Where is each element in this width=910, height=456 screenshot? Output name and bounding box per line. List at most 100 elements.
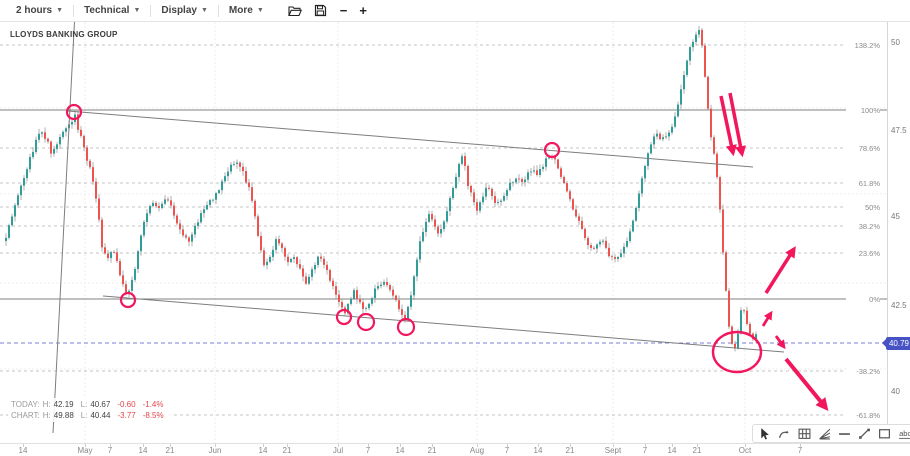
menu-label: 2 hours: [16, 5, 53, 16]
axis-tick: [110, 444, 111, 447]
fib-level-label: 38.2%: [846, 222, 880, 231]
menu-label: More: [228, 5, 253, 16]
date-axis-label: 21: [165, 446, 175, 455]
drawing-toolbar: abc: [752, 424, 910, 443]
annotation-arrow: [764, 246, 796, 294]
date-axis-label: Sept: [604, 446, 622, 455]
axis-tick: [672, 444, 673, 447]
last-price-badge: 40.79: [882, 336, 910, 350]
horizontal-line-icon[interactable]: [838, 427, 851, 440]
axis-tick: [215, 444, 216, 447]
price-axis-label: 50: [891, 38, 900, 47]
axis-tick: [85, 444, 86, 447]
text-icon[interactable]: abc: [898, 427, 910, 440]
trendline: [52, 11, 76, 434]
fib-level-label: 23.6%: [846, 249, 880, 258]
date-axis-label: May: [77, 446, 93, 455]
stats-row: TODAY: H: 42.19 L: 40.67 -0.60 -1.4%: [11, 400, 164, 409]
date-axis-label: Jul: [332, 446, 344, 455]
menu-separator: [217, 4, 219, 17]
trendline: [67, 110, 754, 168]
session-stats: TODAY: H: 42.19 L: 40.67 -0.60 -1.4% CHART: H: 49…: [8, 398, 174, 422]
highlight-circle: [543, 141, 561, 159]
highlight-circle: [335, 308, 353, 326]
zoom-out-button[interactable]: −: [339, 2, 348, 18]
rectangle-icon[interactable]: [878, 427, 891, 440]
axis-tick: [368, 444, 369, 447]
highlight-circle: [119, 291, 137, 309]
chart-canvas[interactable]: LLOYDS BANKING GROUP 138.2% 100% 78.6% 61.8…: [0, 11, 910, 443]
date-axis[interactable]: 14 May 7 14 21 Jun 14 21 Jul 7 14 21 Aug 7 14 21 Sept 7 14…: [0, 443, 910, 456]
date-axis-label: Oct: [738, 446, 752, 455]
date-axis-label: 21: [565, 446, 575, 455]
chevron-down-icon: ▼: [133, 7, 141, 14]
date-axis-label: 21: [692, 446, 702, 455]
axis-tick: [432, 444, 433, 447]
menu-separator: [73, 4, 75, 17]
fib-grid-icon[interactable]: [798, 427, 811, 440]
date-axis-label: 7: [365, 446, 371, 455]
fib-level-label: 50%: [846, 203, 880, 212]
date-axis-label: 14: [138, 446, 148, 455]
highlight-circle: [65, 103, 83, 121]
menu-technical[interactable]: Technical ▼: [74, 0, 150, 22]
annotation-arrow: [761, 310, 773, 327]
cursor-icon[interactable]: [758, 427, 771, 440]
gridlines: [0, 19, 887, 443]
trend-line-icon[interactable]: [858, 427, 871, 440]
axis-tick: [143, 444, 144, 447]
date-axis-label: 7: [797, 446, 803, 455]
axis-tick: [400, 444, 401, 447]
menu-2-hours[interactable]: 2 hours ▼: [6, 0, 73, 22]
chevron-down-icon: ▼: [256, 7, 264, 14]
price-axis-label: 47.5: [891, 126, 907, 135]
date-axis-label: 14: [18, 446, 28, 455]
fan-lines-icon[interactable]: [818, 427, 831, 440]
annotation-arrow: [774, 335, 786, 350]
save-icon[interactable]: [314, 4, 328, 18]
fib-level-label: -38.2%: [846, 367, 880, 376]
menu-label: Display: [161, 5, 197, 16]
trendlines: [52, 11, 785, 434]
axis-tick: [338, 444, 339, 447]
date-axis-label: 7: [642, 446, 648, 455]
axis-tick: [570, 444, 571, 447]
axis-tick: [507, 444, 508, 447]
axis-tick: [645, 444, 646, 447]
highlight-circle: [356, 312, 376, 332]
axis-tick: [263, 444, 264, 447]
stats-row: CHART: H: 49.88 L: 40.44 -3.77 -8.5%: [11, 411, 164, 420]
annotations: [65, 92, 829, 411]
date-axis-label: 7: [107, 446, 113, 455]
axis-tick: [613, 444, 614, 447]
date-axis-label: 21: [282, 446, 292, 455]
axis-tick: [170, 444, 171, 447]
top-toolbar: 2 hours ▼ Technical ▼ Display ▼ More ▼ − +: [0, 0, 910, 22]
axis-tick: [697, 444, 698, 447]
symbol-label: LLOYDS BANKING GROUP: [10, 30, 118, 39]
price-axis-label: 40: [891, 387, 900, 396]
open-folder-icon[interactable]: [287, 4, 302, 18]
menu-label: Technical: [84, 5, 130, 16]
date-axis-label: Jun: [208, 446, 222, 455]
chevron-down-icon: ▼: [200, 7, 208, 14]
date-axis-label: 14: [258, 446, 268, 455]
price-axis-line: [887, 22, 888, 443]
fib-level-label: 0%: [846, 295, 880, 304]
highlight-ellipse: [711, 330, 763, 374]
axis-tick: [23, 444, 24, 447]
annotation-arrow: [719, 95, 737, 157]
menu-display[interactable]: Display ▼: [151, 0, 218, 22]
fib-level-label: -61.8%: [846, 411, 880, 420]
menu-more[interactable]: More ▼: [219, 0, 274, 22]
annotation-arrow: [728, 92, 746, 158]
price-axis-label: 45: [891, 212, 900, 221]
fib-level-label: 78.6%: [846, 144, 880, 153]
candlestick-series: [5, 29, 757, 349]
elbow-arrow-icon[interactable]: [778, 427, 791, 440]
date-axis-label: 14: [667, 446, 677, 455]
axis-tick: [477, 444, 478, 447]
zoom-in-button[interactable]: +: [359, 2, 367, 18]
